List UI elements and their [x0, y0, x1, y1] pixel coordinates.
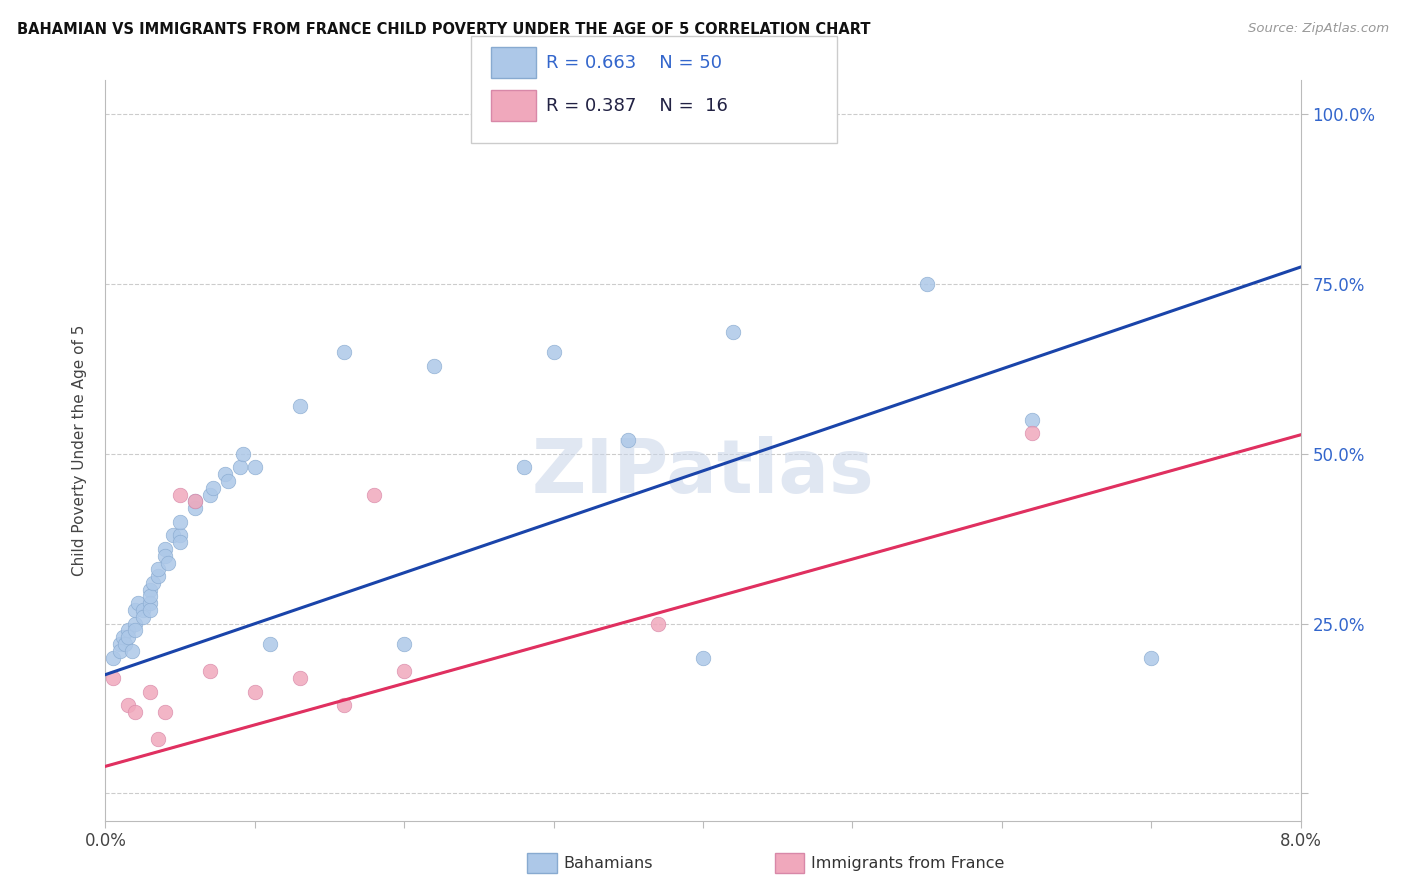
Point: [214, 467, 236, 482]
Text: Source: ZipAtlas.com: Source: ZipAtlas.com: [1249, 22, 1389, 36]
Point: [198, 487, 221, 501]
Point: [202, 481, 225, 495]
Text: R = 0.387    N =  16: R = 0.387 N = 16: [546, 97, 727, 115]
Point: [132, 603, 155, 617]
Point: [1140, 650, 1163, 665]
Point: [169, 535, 191, 549]
Point: [157, 556, 180, 570]
Point: [139, 582, 162, 597]
Point: [110, 644, 132, 658]
Point: [112, 630, 135, 644]
Y-axis label: Child Poverty Under the Age of 5: Child Poverty Under the Age of 5: [72, 325, 87, 576]
Point: [392, 637, 416, 651]
Point: [101, 671, 124, 685]
Point: [721, 325, 744, 339]
Point: [617, 434, 640, 448]
Point: [146, 732, 169, 747]
Point: [392, 664, 416, 678]
Point: [363, 487, 385, 501]
Point: [139, 684, 162, 698]
Point: [153, 541, 177, 556]
Point: [229, 460, 252, 475]
Point: [139, 596, 162, 610]
Point: [127, 596, 149, 610]
Text: ZIPatlas: ZIPatlas: [531, 436, 875, 509]
Point: [101, 650, 124, 665]
Point: [232, 447, 254, 461]
Text: Bahamians: Bahamians: [564, 855, 654, 871]
Point: [647, 616, 669, 631]
Point: [259, 637, 281, 651]
Point: [184, 494, 207, 508]
Point: [543, 345, 565, 359]
Point: [333, 698, 356, 713]
Point: [146, 569, 169, 583]
Point: [243, 460, 266, 475]
Point: [124, 705, 146, 719]
Point: [513, 460, 536, 475]
Point: [124, 624, 146, 638]
Point: [184, 501, 207, 516]
Point: [288, 671, 311, 685]
Point: [169, 515, 191, 529]
Point: [117, 630, 139, 644]
Point: [1021, 413, 1043, 427]
Point: [243, 684, 266, 698]
Point: [153, 549, 177, 563]
Point: [121, 644, 143, 658]
Point: [1021, 426, 1043, 441]
Text: BAHAMIAN VS IMMIGRANTS FROM FRANCE CHILD POVERTY UNDER THE AGE OF 5 CORRELATION : BAHAMIAN VS IMMIGRANTS FROM FRANCE CHILD…: [17, 22, 870, 37]
Point: [423, 359, 446, 373]
Point: [114, 637, 136, 651]
Point: [110, 637, 132, 651]
Point: [124, 616, 146, 631]
Text: R = 0.663    N = 50: R = 0.663 N = 50: [546, 54, 721, 71]
Point: [146, 562, 169, 576]
Point: [124, 603, 146, 617]
Point: [169, 487, 191, 501]
Point: [142, 575, 165, 590]
Point: [117, 698, 139, 713]
Point: [915, 277, 938, 291]
Point: [117, 624, 139, 638]
Point: [184, 494, 207, 508]
Point: [132, 610, 155, 624]
Point: [153, 705, 177, 719]
Point: [169, 528, 191, 542]
Point: [217, 474, 239, 488]
Text: Immigrants from France: Immigrants from France: [811, 855, 1005, 871]
Point: [139, 603, 162, 617]
Point: [333, 345, 356, 359]
Point: [692, 650, 714, 665]
Point: [162, 528, 184, 542]
Point: [288, 400, 311, 414]
Point: [198, 664, 221, 678]
Point: [139, 590, 162, 604]
